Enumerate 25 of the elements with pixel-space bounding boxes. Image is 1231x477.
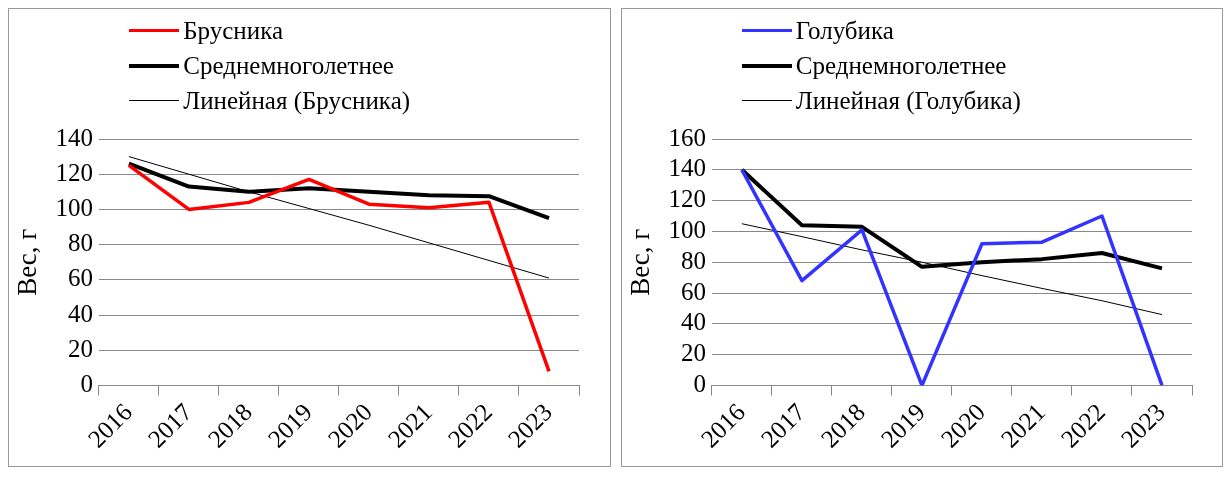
legend-label: Среднемноголетнее (795, 51, 1007, 81)
y-tick-label: 80 (67, 229, 93, 257)
y-tick-label: 40 (67, 299, 93, 327)
y-tick-label: 140 (667, 154, 706, 182)
y-tick-label: 60 (67, 264, 93, 292)
legend-label: Брусника (183, 16, 283, 46)
y-tick-label: 160 (667, 123, 706, 151)
y-tick-label: 60 (680, 277, 706, 305)
y-tick-label: 100 (55, 193, 93, 221)
y-tick-label: 120 (55, 158, 93, 186)
y-tick-label: 20 (67, 334, 93, 362)
legend-label: Голубика (795, 16, 894, 46)
y-tick-label: 40 (680, 308, 706, 336)
y-tick-label: 20 (680, 339, 706, 367)
legend-label: Среднемноголетнее (183, 51, 394, 81)
y-tick-label: 140 (55, 123, 93, 151)
y-axis-title: Вес, г (624, 228, 655, 296)
y-tick-label: 100 (667, 215, 706, 243)
legend-label: Линейная (Голубика) (795, 86, 1021, 117)
y-tick-label: 120 (667, 185, 706, 213)
y-tick-label: 0 (80, 369, 93, 397)
y-tick-label: 0 (692, 369, 706, 397)
y-tick-label: 80 (680, 246, 706, 274)
legend-label: Линейная (Брусника) (183, 86, 411, 116)
y-axis-title: Вес, г (12, 228, 43, 296)
